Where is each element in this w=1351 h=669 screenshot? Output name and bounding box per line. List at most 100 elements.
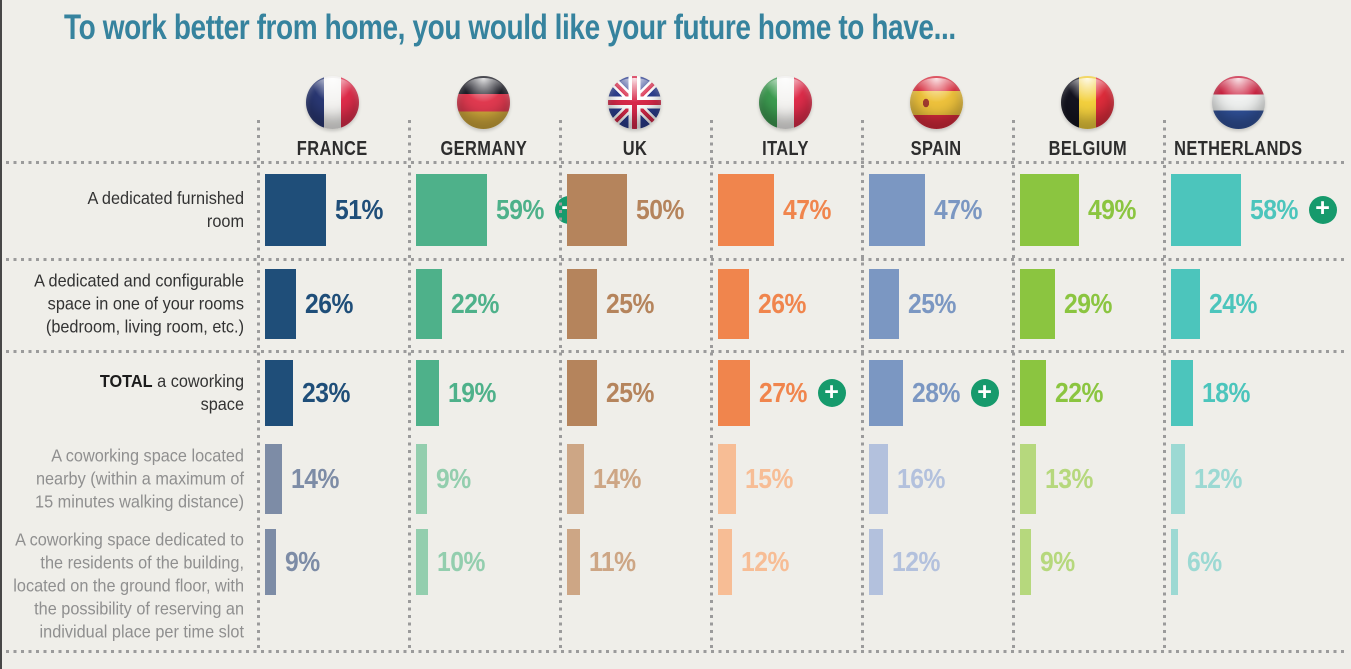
country-label: BELGIUM [1048, 138, 1127, 160]
bar [567, 529, 580, 595]
bar-value: 25% [606, 288, 655, 319]
bar-value: 51% [335, 193, 384, 225]
dotted-separator-vertical [1163, 120, 1166, 650]
bar-group: 25% [869, 269, 963, 339]
bar-value: 49% [1088, 193, 1137, 225]
bar-group: 12% [1171, 443, 1249, 514]
bar-value: 58% [1250, 193, 1299, 225]
bar-group: 49% [1020, 173, 1143, 246]
bar-cell: 12% [861, 521, 1012, 650]
chart-title-text: To work better from home, you would like… [64, 8, 956, 47]
bar-value: 14% [291, 462, 340, 494]
country-header-netherlands: NETHERLANDS [1163, 0, 1314, 161]
bar [1171, 173, 1241, 246]
bar-cell: 47% [861, 161, 1012, 258]
bar-cell: 9% [408, 436, 559, 521]
bar [567, 443, 584, 514]
bar [1020, 529, 1031, 595]
bar-value: 29% [1064, 288, 1113, 319]
row-label-cell: A dedicated and configurable space in on… [0, 258, 257, 350]
bar [416, 360, 439, 426]
bar [265, 360, 293, 426]
bar-group: 26% [265, 269, 360, 339]
bar-cell: 26% [710, 258, 861, 350]
plus-icon: + [1308, 195, 1337, 224]
bar-value: 6% [1187, 546, 1222, 577]
chart-row: A coworking space dedicated to the resid… [0, 521, 1351, 650]
bar-group: 6% [1171, 529, 1226, 595]
bar [869, 529, 883, 595]
country-label: NETHERLANDS [1174, 138, 1303, 160]
bar-cell: 9% [257, 521, 408, 650]
bar-value: 15% [745, 462, 794, 494]
row-label-cell: TOTAL a coworking space [0, 350, 257, 436]
bar-cell: 6% [1163, 521, 1314, 650]
bar-cell: 11% [559, 521, 710, 650]
bar [869, 360, 903, 426]
bar-value: 24% [1209, 288, 1258, 319]
bar [718, 360, 750, 426]
country-label: GERMANY [440, 138, 527, 160]
row-label: A coworking space located nearby (within… [35, 444, 245, 512]
bar-group: 13% [1020, 443, 1100, 514]
bar-group: 22% [1020, 360, 1110, 426]
bar-value: 12% [741, 546, 790, 577]
bar-cell: 12% [710, 521, 861, 650]
row-label-cell: A dedicated furnished room [0, 161, 257, 258]
bar-cell: 49% [1012, 161, 1163, 258]
bar-value: 14% [593, 462, 642, 494]
header-spacer [0, 0, 257, 161]
bar [1020, 269, 1055, 339]
bar-group: 16% [869, 443, 952, 514]
bar-value: 22% [1055, 377, 1104, 408]
bar-group: 12% [869, 529, 947, 595]
bar [718, 173, 774, 246]
chart-row: A dedicated furnished room 51% 59% +50% 47% 4… [0, 161, 1351, 258]
bar-cell: 47% [710, 161, 861, 258]
bar [416, 443, 427, 514]
bar-cell: 22% [408, 258, 559, 350]
bar-value: 26% [305, 288, 354, 319]
bar-group: 19% [416, 360, 503, 426]
bar [869, 443, 888, 514]
bar-group: 10% [416, 529, 492, 595]
bar [265, 269, 296, 339]
country-header-france: FRANCE [257, 0, 408, 161]
bar-cell: 24% [1163, 258, 1314, 350]
bar-value: 9% [1040, 546, 1075, 577]
bar-value: 50% [636, 193, 685, 225]
bar-value: 25% [606, 377, 655, 408]
belgium-flag-icon [1061, 76, 1114, 129]
left-edge-border [0, 0, 2, 669]
dotted-separator-vertical [861, 120, 864, 650]
bar-cell: 12% [1163, 436, 1314, 521]
bar-group: 47% [718, 173, 838, 246]
row-label-cell: A coworking space located nearby (within… [0, 436, 257, 521]
bar-group: 50% [567, 173, 691, 246]
bar-group: 47% [869, 173, 989, 246]
bar-cell: 23% [257, 350, 408, 436]
bar [265, 529, 276, 595]
bar-group: 23% [265, 360, 357, 426]
bar-cell: 22% [1012, 350, 1163, 436]
bar-value: 9% [436, 462, 471, 494]
bar [1171, 529, 1178, 595]
bar [1171, 360, 1193, 426]
bar-group: 25% [567, 269, 661, 339]
row-label: A dedicated and configurable space in on… [34, 270, 245, 337]
country-header-belgium: BELGIUM [1012, 0, 1163, 161]
bar-value: 11% [589, 546, 636, 577]
bar-group: 18% [1171, 360, 1257, 426]
bar-value: 59% [496, 193, 545, 225]
bar-value: 27% [759, 377, 808, 408]
bar-cell: 50% [559, 161, 710, 258]
germany-flag-icon [457, 76, 510, 129]
bar [718, 269, 749, 339]
bar-value: 10% [437, 546, 486, 577]
bar [416, 269, 442, 339]
bar-value: 22% [451, 288, 500, 319]
spain-flag-icon [910, 76, 963, 129]
bar [265, 173, 326, 246]
bar-group: 24% [1171, 269, 1264, 339]
bar-cell: 58% + [1163, 161, 1337, 258]
